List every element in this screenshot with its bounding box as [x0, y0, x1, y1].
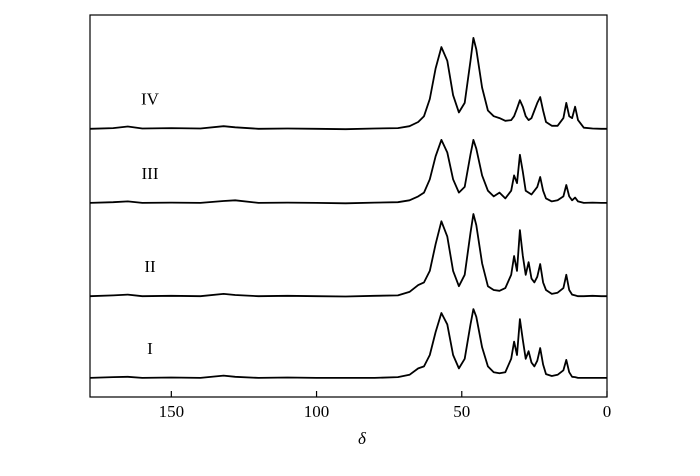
spectrum-line — [89, 213, 607, 298]
x-tick-label: 0 — [603, 402, 612, 421]
series-label: II — [144, 257, 156, 276]
series-label: IV — [141, 90, 160, 109]
x-axis-label: δ — [358, 429, 367, 448]
series-label: III — [142, 164, 159, 183]
plot-frame — [89, 14, 608, 398]
series-label: I — [147, 339, 153, 358]
x-tick-label: 100 — [304, 402, 330, 421]
x-tick-label: 150 — [159, 402, 185, 421]
spectrum-line — [89, 37, 607, 131]
spectrum-line — [89, 139, 607, 205]
spectrum-line — [89, 308, 607, 379]
x-tick-label: 50 — [453, 402, 470, 421]
